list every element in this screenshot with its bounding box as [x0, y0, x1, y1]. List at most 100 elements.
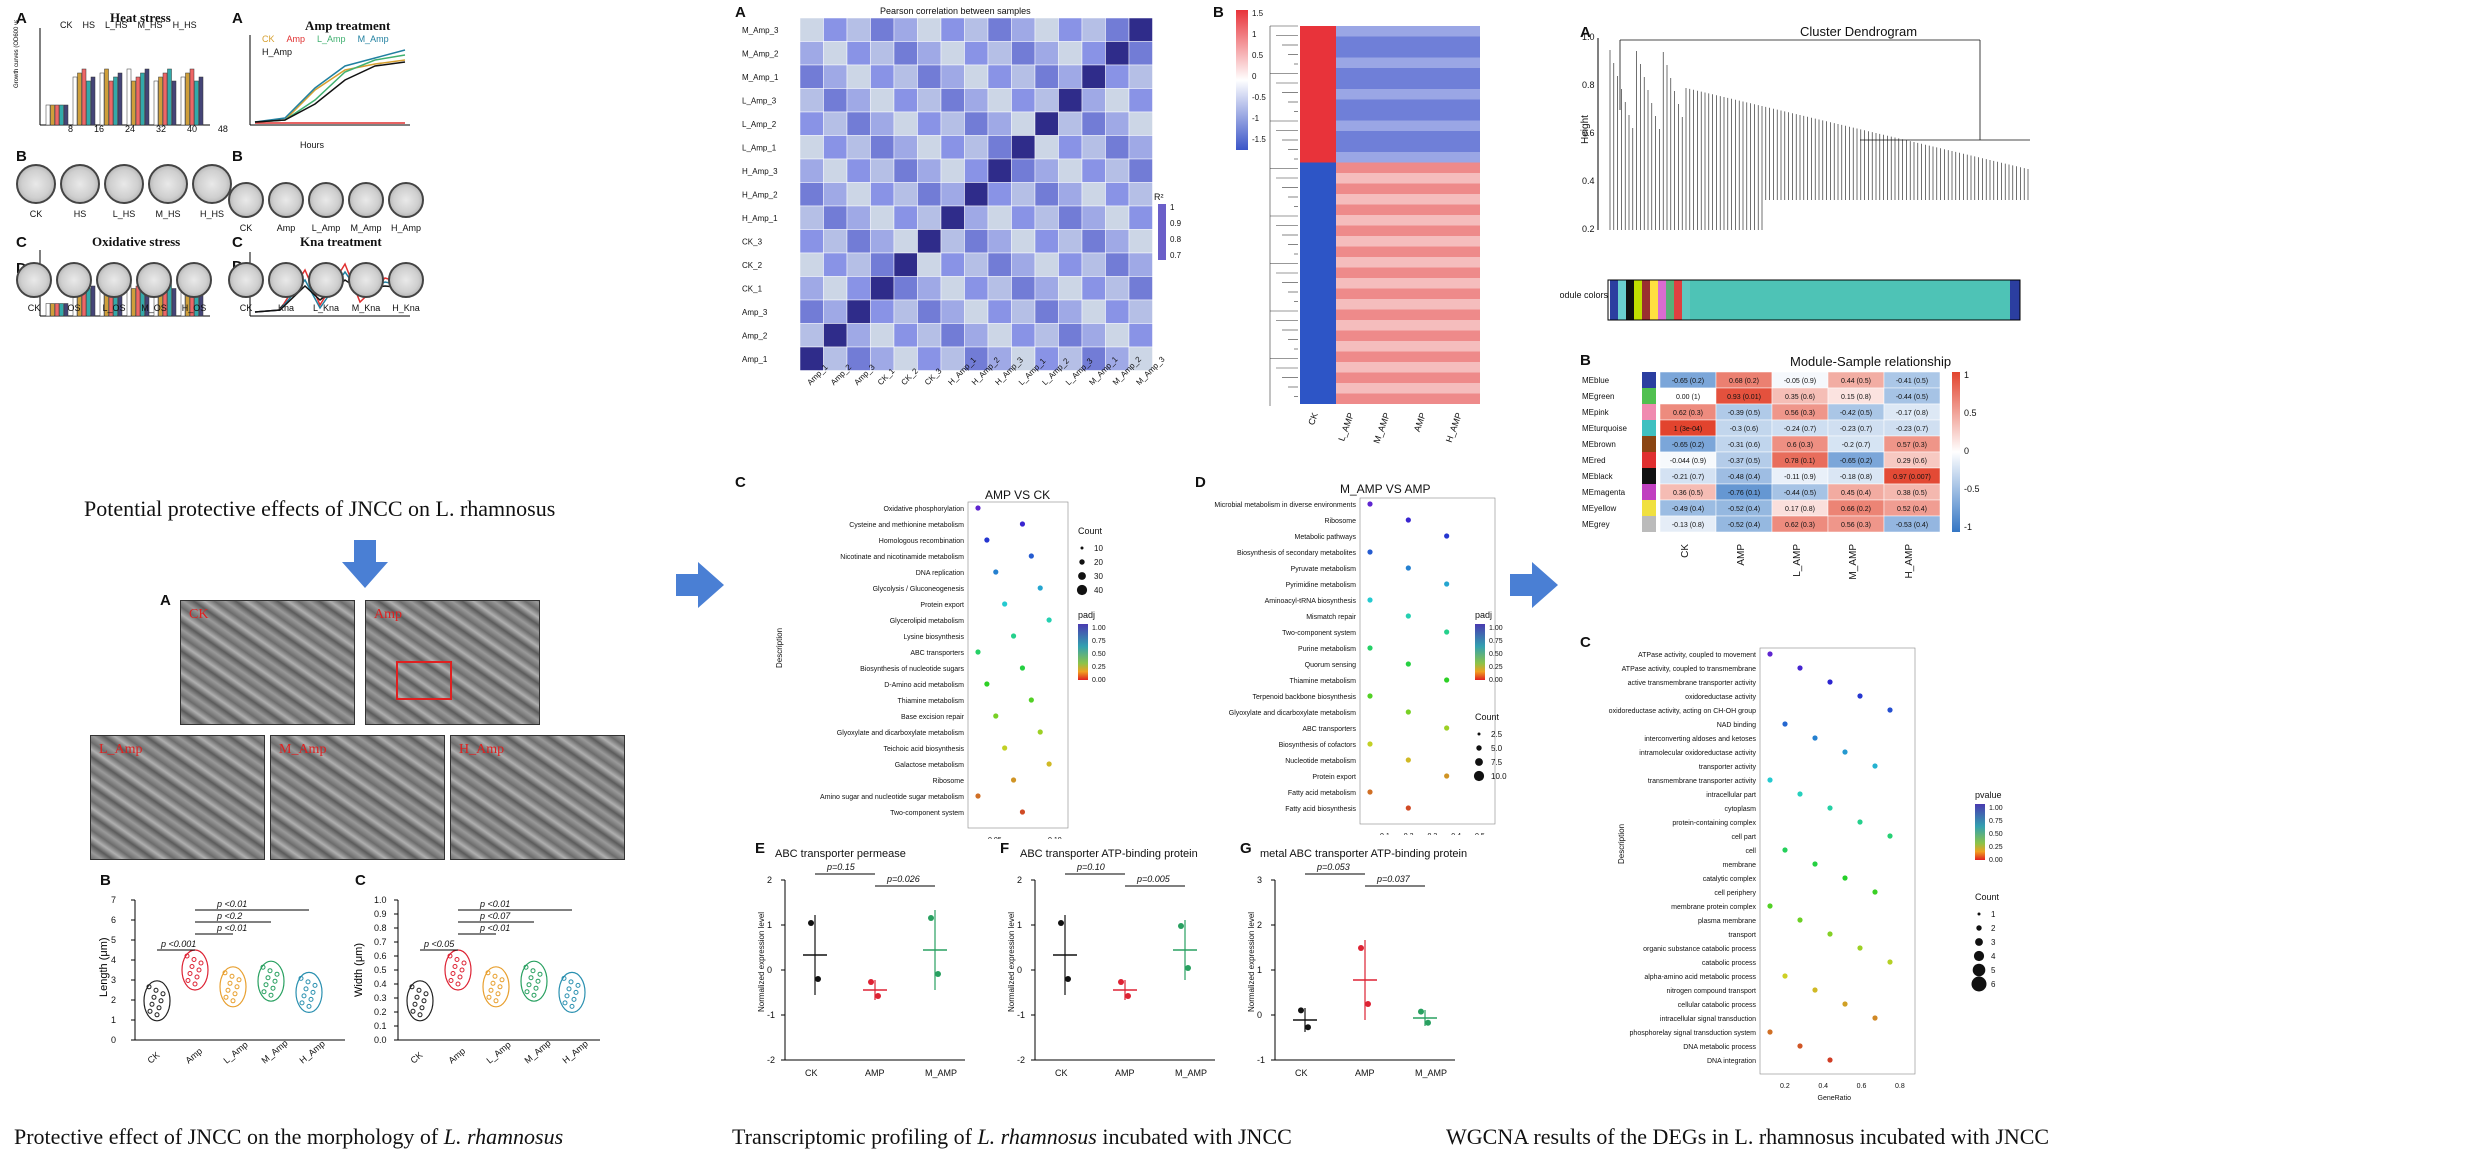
bar — [45, 303, 51, 317]
heatmap-cell — [823, 299, 848, 324]
heatmap-cell — [1300, 383, 1336, 394]
subfigure-3F-label: F — [1000, 840, 1010, 857]
heatmap-cell — [1372, 204, 1408, 215]
heatmap-cell — [1128, 299, 1153, 324]
data-point — [223, 994, 229, 1000]
term-label: phosphorelay signal transduction system — [1630, 1030, 1757, 1037]
term-label: D-Amino acid metabolism — [884, 682, 964, 689]
violin — [444, 949, 472, 991]
heatmap-cell — [823, 276, 848, 301]
x-tick-label: Amp — [183, 1046, 204, 1066]
dot — [1857, 945, 1863, 951]
x-tick-label: H_Amp — [297, 1039, 326, 1066]
heatmap-cell — [1444, 257, 1480, 268]
legend-l-amp: L_Amp — [317, 34, 346, 44]
col-label: L_AMP — [1792, 544, 1803, 577]
dot — [1028, 697, 1034, 703]
significance-label: p=0.10 — [1076, 862, 1105, 872]
module-sample-heatmap: MEblue -0.65 (0.2) 0.68 (0.2) -0.05 (0.9) 0.… — [1582, 370, 1980, 580]
dot — [1405, 661, 1411, 667]
module-swatch — [1642, 388, 1656, 404]
cell-value: -0.44 (0.5) — [1896, 394, 1928, 401]
heatmap-cell — [1336, 330, 1372, 341]
heatmap-cell — [1011, 158, 1036, 183]
heatmap-cell — [1372, 393, 1408, 404]
plot-e: -2 -1 0 1 2 Normalized expression level CK AMP M… — [757, 862, 965, 1078]
heatmap-cell — [987, 64, 1012, 89]
data-point — [875, 993, 881, 999]
heatmap-cell — [1081, 88, 1106, 113]
dot — [1782, 847, 1788, 853]
heatmap-cell — [846, 276, 871, 301]
cell-value: -0.24 (0.7) — [1784, 426, 1816, 433]
data-point — [303, 986, 309, 992]
data-point — [455, 981, 461, 987]
bar — [126, 68, 132, 126]
legend-tick: 0.9 — [1170, 219, 1182, 228]
significance-label: p <0.01 — [216, 899, 247, 909]
row-label: M_Amp_3 — [742, 26, 779, 35]
data-point — [234, 984, 240, 990]
svg-text:Growth curves (OD600 value): Growth curves (OD600 value) — [14, 20, 20, 88]
cell-value: -0.65 (0.2) — [1672, 442, 1704, 449]
heatmap-cell — [917, 323, 942, 348]
heatmap-cell — [799, 64, 824, 89]
dot — [1019, 809, 1026, 815]
subfigure-4B-label: B — [1580, 352, 1591, 369]
heatmap-cell — [846, 64, 871, 89]
term-label: intracellular part — [1706, 792, 1756, 799]
dot — [1444, 677, 1450, 683]
heatmap-cell — [1300, 204, 1336, 215]
dot — [1887, 959, 1893, 965]
heatmap-cell — [1034, 182, 1059, 207]
dot — [1827, 679, 1833, 685]
heatmap-cell — [1444, 36, 1480, 47]
term-label: Glycolysis / Gluconeogenesis — [873, 586, 965, 593]
data-point — [227, 980, 233, 986]
heatmap-cell — [1444, 57, 1480, 68]
dot — [1367, 789, 1373, 795]
y-tick-label: 5 — [111, 935, 116, 945]
data-point — [1185, 965, 1191, 971]
legend-tick: 0.8 — [1170, 235, 1182, 244]
bar — [189, 68, 195, 126]
heatmap-cell — [1300, 309, 1336, 320]
heatmap-cell — [1372, 89, 1408, 100]
x-tick-label: 0.2 — [1780, 1083, 1790, 1090]
bar — [104, 68, 109, 126]
heatmap-cell — [940, 64, 965, 89]
heatmap-cell — [823, 64, 848, 89]
term-label: Metabolic pathways — [1295, 534, 1357, 541]
heatmap-cell — [1372, 26, 1408, 37]
subfigure-3D-label: D — [1195, 474, 1206, 491]
row-label: Amp_3 — [742, 308, 768, 317]
heatmap-cell — [1034, 276, 1059, 301]
cell-value: -0.65 (0.2) — [1672, 378, 1704, 385]
heatmap-cell — [1336, 341, 1372, 352]
data-point — [308, 996, 314, 1002]
heatmap-cell — [870, 135, 895, 160]
cell-value: -0.13 (0.8) — [1672, 522, 1704, 529]
row-label: MEyellow — [1582, 504, 1616, 513]
legend-tick: -1 — [1252, 114, 1260, 123]
heatmap-cell — [940, 41, 965, 66]
heatmap-cell — [1336, 57, 1372, 68]
module-color-block — [1690, 280, 2010, 320]
dish-label: M_Kna — [351, 303, 381, 313]
row-label: CK_2 — [742, 261, 763, 270]
heatmap-cell — [1300, 26, 1336, 37]
heatmap-cell — [1444, 246, 1480, 257]
sem-label: CK — [189, 607, 209, 622]
heatmap-cell — [1034, 229, 1059, 254]
bar — [194, 80, 199, 126]
heatmap-cell — [1336, 194, 1372, 205]
heatmap-cell — [1408, 341, 1444, 352]
amp-xlabel: Hours — [300, 140, 325, 150]
dot — [1002, 601, 1008, 607]
col-label: L_AMP — [1336, 411, 1355, 442]
subfigure-C-width-label: C — [355, 872, 366, 889]
length-violin-chart: Length (μm) 0 1 2 3 4 5 6 7 p <0.01 p <0.2 p <0.0… — [98, 895, 345, 1066]
y-axis-label: Description — [775, 628, 784, 668]
module-color-block — [1666, 280, 1674, 320]
row-label: H_Amp_3 — [742, 167, 778, 176]
